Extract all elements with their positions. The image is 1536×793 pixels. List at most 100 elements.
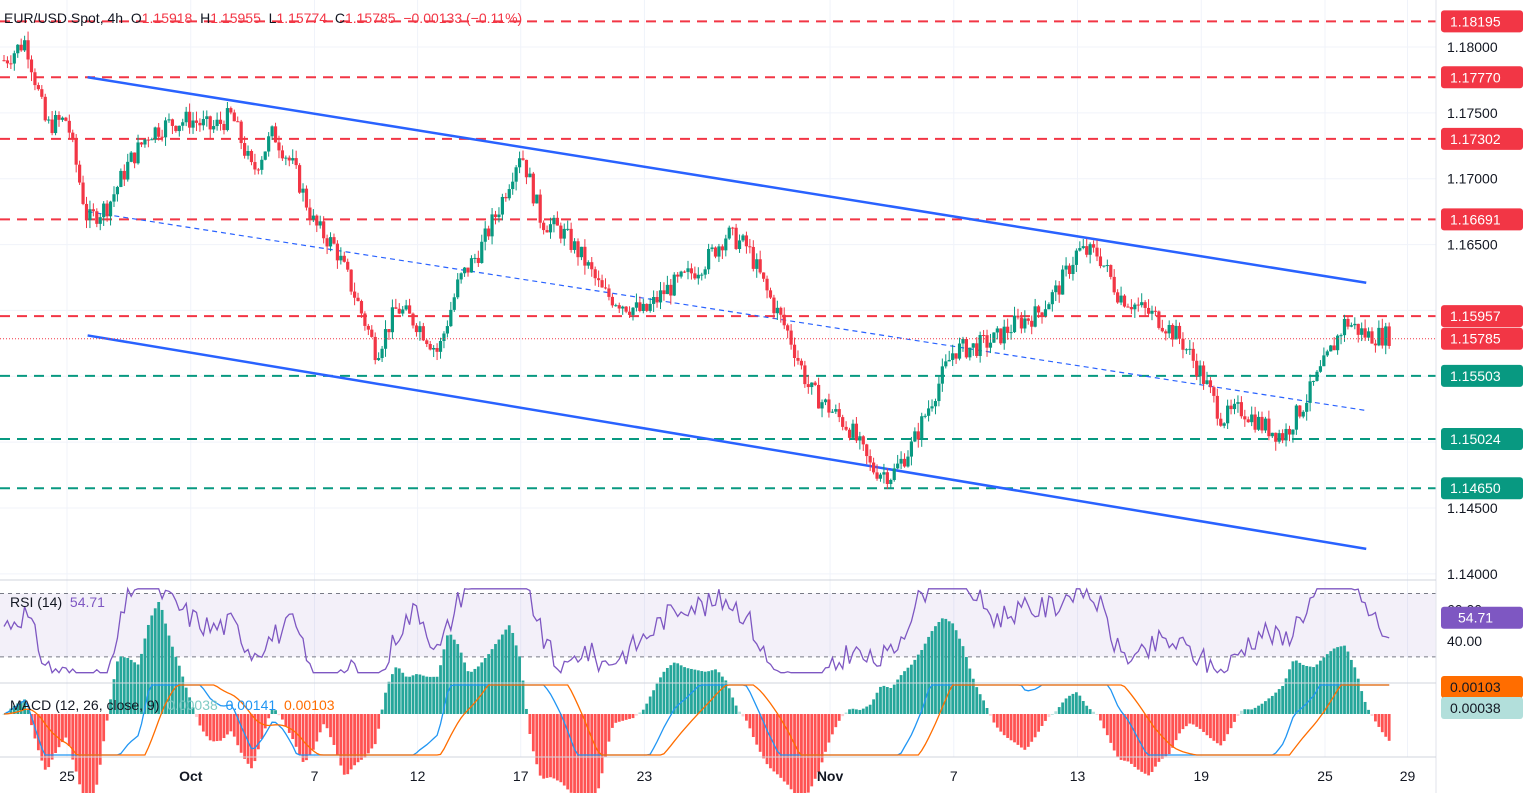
macd-histogram-bar (2, 714, 6, 715)
candle-body (438, 340, 443, 352)
candle-body (1215, 395, 1219, 419)
macd-histogram-bar (397, 668, 401, 714)
macd-histogram-bar (748, 714, 752, 729)
macd-histogram-bar (1092, 711, 1095, 714)
candle-body (78, 164, 82, 183)
macd-histogram-bar (1019, 714, 1023, 748)
y-tick-label: 1.17500 (1447, 105, 1498, 121)
candle-body (1067, 265, 1072, 275)
macd-histogram-bar (305, 714, 308, 761)
candle-body (909, 441, 914, 457)
open-label: O (130, 10, 142, 26)
macd-histogram-bar (930, 631, 934, 714)
candle-body (294, 158, 298, 166)
macd-histogram-bar (507, 625, 511, 714)
macd-histogram-bar (549, 714, 552, 778)
close-label: C (334, 10, 345, 26)
macd-histogram-bar (342, 714, 346, 775)
macd-histogram-bar (786, 714, 790, 785)
macd-histogram-bar (1147, 714, 1150, 776)
macd-histogram-bar (604, 714, 607, 758)
macd-histogram-bar (714, 669, 717, 714)
macd-histogram-bar (1088, 709, 1092, 714)
candle-body (493, 214, 498, 218)
macd-histogram-bar (439, 665, 442, 714)
macd-histogram-bar (432, 676, 436, 714)
macd-histogram-bar (1298, 662, 1302, 714)
candle-body (256, 169, 260, 171)
macd-histogram-bar (614, 714, 618, 723)
macd-histogram-bar (377, 714, 381, 729)
macd-histogram-bar (1157, 714, 1161, 762)
macd-histogram-bar (1360, 691, 1364, 714)
macd-legend[interactable]: MACD (12, 26, close, 9) 0.00038 0.00141 … (10, 697, 335, 713)
candle-body (548, 224, 553, 233)
macd-histogram-bar (418, 674, 422, 714)
macd-histogram-bar (109, 699, 112, 714)
macd-histogram-bar (404, 676, 408, 714)
macd-histogram-bar (1277, 689, 1281, 714)
candle-body (449, 309, 453, 327)
candle-body (772, 297, 776, 314)
candle-body (1236, 402, 1240, 404)
macd-histogram-bar (1291, 661, 1295, 714)
candle-body (435, 348, 439, 352)
macd-histogram-bar (727, 688, 731, 714)
macd-histogram-bar (184, 687, 188, 714)
candle-body (246, 150, 250, 156)
macd-histogram-bar (270, 709, 274, 714)
candle-body (98, 217, 102, 224)
level-price-tag (1441, 364, 1523, 387)
macd-histogram-bar (133, 662, 137, 714)
macd-histogram-bar (1250, 709, 1254, 714)
candle-body (1143, 302, 1147, 308)
candle-body (971, 343, 975, 348)
rsi-legend[interactable]: RSI (14) 54.71 (10, 594, 105, 610)
candle-body (872, 462, 876, 473)
macd-histogram-bar (239, 714, 243, 753)
macd-histogram-bar (906, 667, 910, 714)
macd-histogram-bar (1174, 714, 1178, 741)
macd-histogram-bar (1109, 714, 1113, 743)
candle-body (1253, 414, 1257, 430)
macd-histogram-bar (122, 657, 126, 714)
macd-histogram-bar (157, 602, 161, 714)
macd-histogram-bar (848, 709, 851, 714)
candle-body (352, 291, 357, 298)
macd-histogram-bar (164, 623, 167, 714)
macd-value-tag (1441, 676, 1523, 698)
symbol-title[interactable]: EUR/USD Spot, 4h (4, 10, 124, 26)
macd-histogram-bar (415, 674, 418, 714)
candle-body (191, 120, 195, 128)
candle-body (603, 287, 608, 289)
candle-body (672, 274, 676, 296)
macd-histogram-bar (720, 676, 724, 714)
candle-body (445, 326, 449, 334)
macd-histogram-bar (98, 714, 102, 765)
macd-histogram-bar (1356, 678, 1360, 714)
macd-histogram-bar (298, 714, 301, 755)
macd-histogram-bar (1198, 714, 1202, 729)
macd-histogram-bar (934, 626, 937, 714)
candle-body (91, 209, 95, 212)
candle-body (260, 159, 264, 170)
x-tick-label: 13 (1070, 768, 1086, 784)
candle-body (933, 401, 938, 407)
candle-body (208, 116, 212, 130)
macd-histogram-bar (538, 714, 542, 776)
macd-histogram-bar (67, 714, 71, 747)
macd-histogram-bar (301, 714, 305, 762)
candle-body (806, 384, 810, 388)
macd-histogram-bar (421, 675, 425, 714)
candle-body (1043, 309, 1048, 317)
candle-body (1171, 325, 1175, 340)
macd-line-value: 0.00141 (225, 697, 277, 713)
candle-body (301, 188, 305, 193)
macd-histogram-bar (263, 714, 267, 729)
macd-value-label: 0.00038 (1450, 700, 1501, 716)
macd-histogram-bar (710, 670, 714, 714)
macd-histogram-bar (762, 714, 766, 759)
macd-histogram-bar (1167, 714, 1171, 755)
